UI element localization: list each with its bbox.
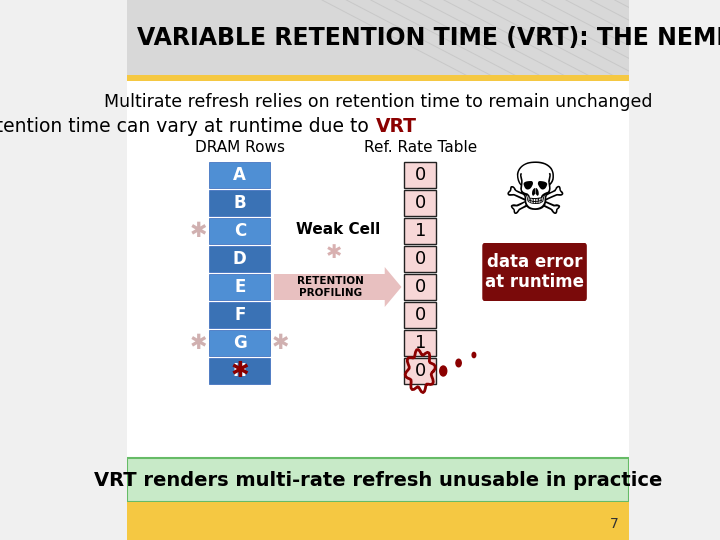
FancyBboxPatch shape bbox=[404, 302, 436, 328]
Text: DRAM Rows: DRAM Rows bbox=[194, 140, 284, 156]
FancyBboxPatch shape bbox=[209, 274, 271, 300]
FancyBboxPatch shape bbox=[209, 162, 271, 188]
Circle shape bbox=[472, 353, 476, 357]
FancyBboxPatch shape bbox=[274, 274, 386, 300]
Text: 0: 0 bbox=[415, 362, 426, 380]
Text: 0: 0 bbox=[415, 194, 426, 212]
Text: 0: 0 bbox=[415, 166, 426, 184]
Text: C: C bbox=[233, 222, 246, 240]
Text: A: A bbox=[233, 166, 246, 184]
Text: RETENTION
PROFILING: RETENTION PROFILING bbox=[297, 276, 364, 298]
Text: E: E bbox=[234, 278, 246, 296]
Text: ✱: ✱ bbox=[230, 361, 249, 381]
Text: ✱: ✱ bbox=[189, 333, 207, 353]
Text: D: D bbox=[233, 250, 247, 268]
Text: 0: 0 bbox=[415, 306, 426, 324]
Text: F: F bbox=[234, 306, 246, 324]
FancyBboxPatch shape bbox=[209, 218, 271, 244]
Text: H: H bbox=[233, 362, 247, 380]
Text: Retention time can vary at runtime due to: Retention time can vary at runtime due t… bbox=[0, 118, 375, 137]
FancyBboxPatch shape bbox=[404, 162, 436, 188]
Text: G: G bbox=[233, 334, 247, 352]
FancyBboxPatch shape bbox=[209, 358, 271, 384]
FancyBboxPatch shape bbox=[404, 218, 436, 244]
FancyBboxPatch shape bbox=[127, 81, 629, 458]
FancyBboxPatch shape bbox=[404, 330, 436, 356]
Text: Ref. Rate Table: Ref. Rate Table bbox=[364, 140, 477, 156]
Text: ☠: ☠ bbox=[502, 160, 567, 230]
FancyBboxPatch shape bbox=[404, 274, 436, 300]
Text: VRT renders multi-rate refresh unusable in practice: VRT renders multi-rate refresh unusable … bbox=[94, 470, 662, 489]
FancyBboxPatch shape bbox=[127, 458, 629, 502]
Text: 0: 0 bbox=[415, 278, 426, 296]
Text: B: B bbox=[233, 194, 246, 212]
Text: VARIABLE RETENTION TIME (VRT): THE NEMESIS: VARIABLE RETENTION TIME (VRT): THE NEMES… bbox=[137, 25, 720, 50]
Text: VRT: VRT bbox=[377, 118, 418, 137]
Text: 7: 7 bbox=[609, 516, 618, 530]
FancyBboxPatch shape bbox=[404, 190, 436, 216]
Text: ✱: ✱ bbox=[326, 242, 343, 261]
FancyBboxPatch shape bbox=[127, 0, 629, 75]
FancyBboxPatch shape bbox=[127, 507, 629, 540]
Circle shape bbox=[440, 366, 446, 376]
FancyBboxPatch shape bbox=[404, 358, 436, 384]
Polygon shape bbox=[384, 267, 402, 307]
Text: ✱: ✱ bbox=[189, 221, 207, 241]
Text: 1: 1 bbox=[415, 222, 426, 240]
FancyBboxPatch shape bbox=[209, 302, 271, 328]
Text: 0: 0 bbox=[415, 250, 426, 268]
FancyBboxPatch shape bbox=[404, 246, 436, 272]
Text: ✱: ✱ bbox=[271, 333, 289, 353]
Circle shape bbox=[456, 359, 462, 367]
Text: 1: 1 bbox=[415, 334, 426, 352]
FancyBboxPatch shape bbox=[127, 75, 629, 81]
Text: Multirate refresh relies on retention time to remain unchanged: Multirate refresh relies on retention ti… bbox=[104, 93, 652, 111]
FancyBboxPatch shape bbox=[209, 190, 271, 216]
FancyBboxPatch shape bbox=[127, 502, 629, 507]
Text: data error
at runtime: data error at runtime bbox=[485, 253, 584, 292]
FancyBboxPatch shape bbox=[209, 246, 271, 272]
FancyBboxPatch shape bbox=[482, 243, 587, 301]
FancyBboxPatch shape bbox=[209, 330, 271, 356]
Text: Weak Cell: Weak Cell bbox=[295, 222, 380, 238]
